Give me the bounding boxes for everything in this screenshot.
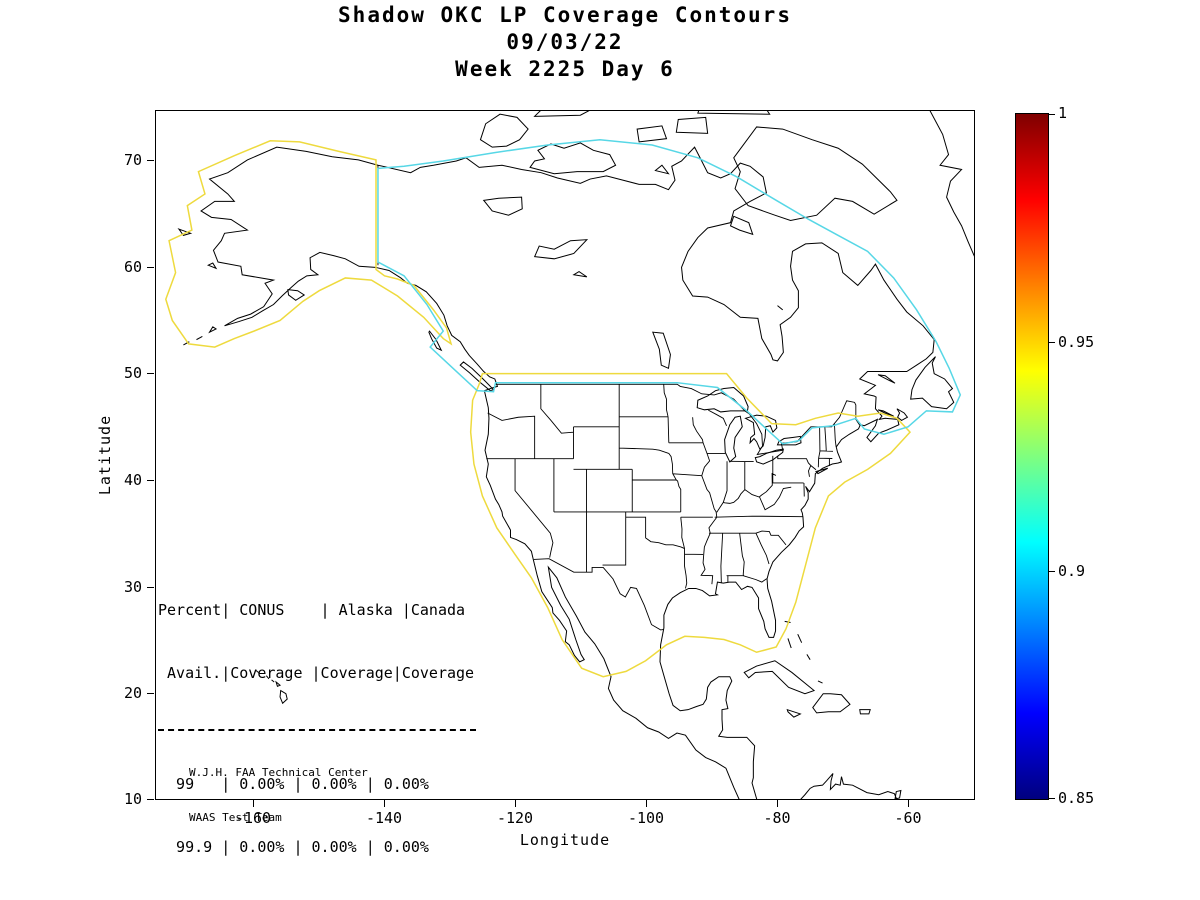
y-tick-label: 70 xyxy=(123,151,142,169)
y-axis-label: Latitude xyxy=(96,414,114,496)
y-tick-mark xyxy=(147,160,154,161)
colorbar-tick-label: 0.85 xyxy=(1058,789,1095,807)
y-tick-label: 50 xyxy=(123,364,142,382)
x-tick-mark xyxy=(646,800,647,807)
y-tick-mark xyxy=(147,267,154,268)
colorbar-tick-mark xyxy=(1049,571,1055,572)
x-tick-mark xyxy=(515,800,516,807)
title-line-3: Week 2225 Day 6 xyxy=(455,57,675,81)
north-america-map xyxy=(156,111,974,799)
canada-coverage-contour xyxy=(378,140,960,444)
state-borders-path xyxy=(378,165,860,630)
x-axis-label: Longitude xyxy=(519,831,611,849)
credit-text: W.J.H. FAA Technical Center WAAS Test Te… xyxy=(189,735,368,855)
y-tick-label: 10 xyxy=(123,790,142,808)
x-tick-label: -80 xyxy=(763,809,791,827)
x-tick-mark xyxy=(908,800,909,807)
y-tick-mark xyxy=(147,693,154,694)
y-tick-label: 20 xyxy=(123,684,142,702)
lakes-path xyxy=(484,197,801,464)
table-row: 99 | 0.00% | 0.00% | 0.00% xyxy=(158,775,429,793)
table-header-row-2: Avail.|Coverage |Coverage|Coverage xyxy=(158,664,475,682)
colorbar-tick-mark xyxy=(1049,798,1055,799)
colorbar-tick-mark xyxy=(1049,114,1055,115)
colorbar-tick-mark xyxy=(1049,342,1055,343)
title-line-2: 09/03/22 xyxy=(506,30,624,54)
x-tick-label: -60 xyxy=(894,809,922,827)
colorbar-tick-label: 0.9 xyxy=(1058,562,1086,580)
title-line-1: Shadow OKC LP Coverage Contours xyxy=(338,3,792,27)
x-tick-label: -140 xyxy=(365,809,403,827)
y-tick-label: 40 xyxy=(123,471,142,489)
coverage-summary-table: Percent| CONUS | Alaska |Canada Avail.|C… xyxy=(158,558,476,900)
y-tick-mark xyxy=(147,587,154,588)
y-tick-mark xyxy=(147,373,154,374)
y-tick-label: 60 xyxy=(123,258,142,276)
credit-line-1: W.J.H. FAA Technical Center xyxy=(189,766,368,779)
y-tick-mark xyxy=(147,799,154,800)
table-header-row-1: Percent| CONUS | Alaska |Canada xyxy=(158,601,466,619)
x-tick-label: -120 xyxy=(496,809,534,827)
x-tick-mark xyxy=(253,800,254,807)
colorbar-tick-label: 0.95 xyxy=(1058,333,1095,351)
figure-title: Shadow OKC LP Coverage Contours 09/03/22… xyxy=(155,2,975,83)
x-tick-mark xyxy=(384,800,385,807)
y-tick-label: 30 xyxy=(123,578,142,596)
map-axes: Percent| CONUS | Alaska |Canada Avail.|C… xyxy=(155,110,975,856)
colorbar-tick-label: 1 xyxy=(1058,104,1068,122)
table-divider xyxy=(158,729,476,731)
x-tick-label: -100 xyxy=(627,809,665,827)
conus-alaska-coverage-contour xyxy=(166,141,910,677)
x-tick-label: -160 xyxy=(234,809,272,827)
credit-line-2: WAAS Test Team xyxy=(189,811,282,824)
x-tick-mark xyxy=(777,800,778,807)
coastline-mainland-path xyxy=(201,147,934,799)
y-tick-mark xyxy=(147,480,154,481)
table-row: 99.9 | 0.00% | 0.00% | 0.00% xyxy=(158,838,429,856)
colorbar xyxy=(1015,113,1049,800)
